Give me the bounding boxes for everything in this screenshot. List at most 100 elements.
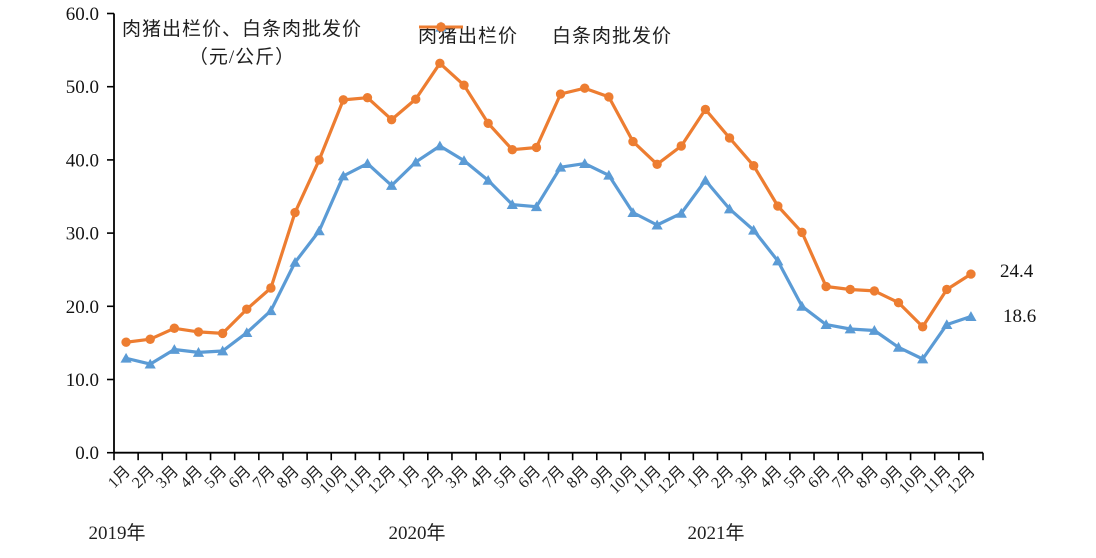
data-point-circle-marker bbox=[797, 227, 807, 238]
data-point-triangle-marker bbox=[434, 140, 446, 151]
data-point-circle-marker bbox=[411, 94, 421, 104]
data-point-circle-marker bbox=[966, 269, 976, 279]
data-point-triangle-marker bbox=[796, 300, 808, 311]
data-point-circle-marker bbox=[700, 104, 711, 115]
data-point-triangle-marker bbox=[265, 305, 277, 316]
data-point-triangle-marker bbox=[917, 353, 929, 364]
x-axis-month-label: 3月 bbox=[153, 463, 182, 492]
data-point-circle-marker bbox=[917, 322, 928, 332]
data-point-triangle-marker bbox=[289, 256, 301, 267]
data-point-triangle-marker bbox=[627, 207, 639, 218]
data-point-circle-marker bbox=[242, 304, 252, 314]
x-axis-month-label: 12月 bbox=[944, 463, 979, 498]
data-point-triangle-marker bbox=[482, 174, 494, 185]
data-point-triangle-marker bbox=[144, 358, 156, 369]
chart-title-line1: 肉猪出栏价、白条肉批发价 bbox=[121, 19, 362, 40]
data-point-circle-marker bbox=[773, 201, 783, 211]
data-point-circle-marker bbox=[266, 283, 276, 293]
data-point-circle-marker bbox=[942, 284, 952, 295]
data-point-triangle-marker bbox=[410, 156, 422, 167]
data-point-triangle-marker bbox=[675, 207, 687, 218]
y-axis-tick-label: 20.0 bbox=[66, 297, 99, 318]
chart-legend: 肉猪出栏价 白条肉批发价 bbox=[418, 21, 672, 48]
data-point-circle-marker bbox=[652, 159, 662, 169]
data-point-circle-marker bbox=[628, 136, 638, 147]
x-axis-month-label: 6月 bbox=[515, 463, 544, 492]
legend-label-wholesale-price: 白条肉批发价 bbox=[552, 26, 673, 47]
x-axis-month-label: 2月 bbox=[129, 463, 158, 492]
data-point-circle-marker bbox=[893, 297, 904, 308]
data-point-circle-marker bbox=[338, 95, 349, 105]
year-label-2019: 2019年 bbox=[88, 523, 146, 544]
data-point-circle-marker bbox=[314, 155, 324, 165]
y-axis-tick-label: 0.0 bbox=[75, 443, 99, 464]
data-point-triangle-marker bbox=[941, 319, 953, 329]
data-point-circle-marker bbox=[869, 286, 880, 296]
x-axis-month-label: 1月 bbox=[684, 463, 713, 492]
data-point-circle-marker bbox=[169, 323, 180, 333]
chart-title: 肉猪出栏价、白条肉批发价 （元/公斤） bbox=[113, 16, 371, 72]
x-axis-month-label: 6月 bbox=[805, 463, 834, 492]
data-point-triangle-marker bbox=[723, 203, 736, 214]
x-axis-month-label: 7月 bbox=[250, 463, 279, 492]
data-point-circle-marker bbox=[145, 334, 155, 344]
y-axis-tick-label: 50.0 bbox=[66, 77, 99, 98]
x-axis-month-label: 8月 bbox=[274, 463, 303, 492]
y-axis-tick-label: 30.0 bbox=[66, 224, 99, 245]
x-axis-month-label: 5月 bbox=[491, 463, 520, 492]
y-axis-tick-label: 10.0 bbox=[66, 370, 99, 391]
y-axis-tick-label: 40.0 bbox=[66, 150, 99, 171]
data-point-circle-marker bbox=[435, 58, 445, 68]
series-line-1 bbox=[124, 61, 973, 344]
data-point-triangle-marker bbox=[554, 161, 567, 172]
line-circle-marker-icon bbox=[419, 22, 463, 32]
x-axis-month-label: 2月 bbox=[708, 463, 737, 492]
data-point-triangle-marker bbox=[337, 170, 349, 181]
x-axis-month-label: 8月 bbox=[853, 463, 882, 492]
year-label-2021: 2021年 bbox=[687, 523, 745, 544]
data-point-triangle-marker bbox=[772, 255, 784, 266]
data-point-circle-marker bbox=[217, 328, 228, 339]
x-axis-month-label: 6月 bbox=[226, 463, 255, 492]
y-axis-tick-label: 60.0 bbox=[66, 4, 99, 25]
data-point-triangle-marker bbox=[868, 325, 880, 335]
data-point-circle-marker bbox=[748, 161, 759, 171]
data-point-circle-marker bbox=[676, 141, 686, 151]
data-point-triangle-marker bbox=[748, 224, 760, 235]
data-point-circle-marker bbox=[580, 83, 590, 93]
x-axis-month-label: 3月 bbox=[443, 463, 472, 492]
x-axis-month-label: 2月 bbox=[419, 463, 448, 492]
data-point-circle-marker bbox=[507, 144, 517, 155]
data-point-circle-marker bbox=[821, 281, 831, 292]
data-point-triangle-marker bbox=[603, 169, 615, 180]
data-point-circle-marker bbox=[724, 133, 735, 143]
x-axis-month-label: 3月 bbox=[733, 463, 762, 492]
data-point-triangle-marker bbox=[820, 319, 832, 329]
data-point-triangle-marker bbox=[120, 352, 132, 363]
data-point-triangle-marker bbox=[579, 158, 591, 168]
data-point-triangle-marker bbox=[965, 311, 977, 321]
data-point-triangle-marker bbox=[699, 174, 712, 185]
series-line-0 bbox=[124, 144, 973, 366]
end-value-label-wholesale: 24.4 bbox=[1000, 261, 1034, 282]
data-point-triangle-marker bbox=[385, 180, 398, 190]
x-axis-month-label: 1月 bbox=[395, 463, 424, 492]
x-axis-month-label: 4月 bbox=[757, 463, 786, 492]
data-point-triangle-marker bbox=[217, 345, 229, 356]
data-point-triangle-marker bbox=[361, 158, 374, 168]
chart-title-line2: （元/公斤） bbox=[188, 47, 296, 68]
data-point-circle-marker bbox=[386, 114, 397, 125]
data-point-triangle-marker bbox=[168, 344, 180, 354]
data-point-circle-marker bbox=[555, 89, 566, 99]
data-point-circle-marker bbox=[121, 337, 131, 347]
data-point-circle-marker bbox=[290, 207, 300, 218]
data-point-triangle-marker bbox=[530, 201, 543, 212]
legend-item-wholesale-price: 白条肉批发价 bbox=[419, 21, 673, 48]
data-point-circle-marker bbox=[362, 92, 373, 103]
data-point-triangle-marker bbox=[458, 155, 470, 166]
data-point-circle-marker bbox=[604, 92, 614, 102]
data-point-triangle-marker bbox=[892, 341, 905, 352]
data-point-circle-marker bbox=[531, 142, 542, 153]
x-axis-month-label: 4月 bbox=[467, 463, 496, 492]
